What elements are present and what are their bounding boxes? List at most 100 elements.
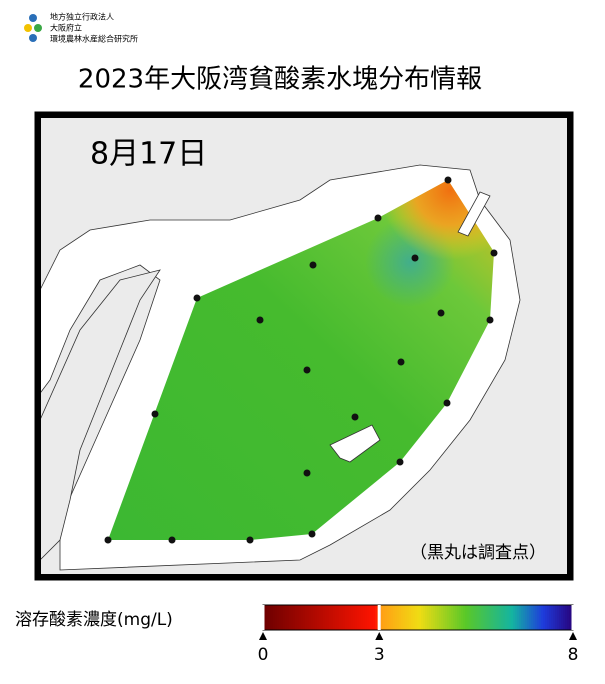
colorbar-slice [345,605,348,630]
colorbar-slice [347,605,350,630]
colorbar-slice [279,605,282,630]
colorbar-slice [393,605,396,630]
colorbar-slice [531,605,534,630]
colorbar-slice [341,605,344,630]
colorbar-slice [483,605,486,630]
colorbar-slice [415,605,418,630]
colorbar-slice [271,605,274,630]
colorbar-slice [291,605,294,630]
colorbar-slice [453,605,456,630]
colorbar-slice [427,605,430,630]
colorbar-slice [563,605,566,630]
colorbar-slice [555,605,558,630]
colorbar-tick-marker [259,632,267,640]
colorbar-slice [501,605,504,630]
colorbar-slice [503,605,506,630]
colorbar-slice [285,605,288,630]
colorbar-slice [295,605,298,630]
colorbar-slice [509,605,512,630]
colorbar-slice [485,605,488,630]
colorbar-slice [463,605,466,630]
colorbar-slice [317,605,320,630]
colorbar-slice [455,605,458,630]
colorbar-slice [287,605,290,630]
colorbar-slice [409,605,412,630]
colorbar-slice [429,605,432,630]
colorbar-slice [323,605,326,630]
colorbar-slice [309,605,312,630]
colorbar-slice [443,605,446,630]
logo [24,14,42,42]
colorbar-slice [335,605,338,630]
org-line: 環境農林水産総合研究所 [50,34,138,44]
colorbar-slice [381,605,384,630]
colorbar-slice [389,605,392,630]
colorbar-slice [507,605,510,630]
colorbar-slice [475,605,478,630]
title: 2023年大阪湾貧酸素水塊分布情報 [78,65,482,95]
colorbar-slice [387,605,390,630]
colorbar-slice [517,605,520,630]
colorbar-slice [515,605,518,630]
colorbar-slice [371,605,374,630]
colorbar-slice [277,605,280,630]
colorbar-slice [481,605,484,630]
colorbar-slice [559,605,562,630]
colorbar-slice [561,605,564,630]
colorbar-slice [401,605,404,630]
colorbar-slice [321,605,324,630]
colorbar-slice [539,605,542,630]
colorbar-slice [433,605,436,630]
colorbar-slice [373,605,376,630]
colorbar-tick-label: 3 [374,645,385,665]
colorbar-slice [361,605,364,630]
colorbar-slice [411,605,414,630]
colorbar: 0 3 8 [258,604,578,665]
colorbar-slice [419,605,422,630]
colorbar-slice [449,605,452,630]
colorbar-slice [439,605,442,630]
colorbar-slice [425,605,428,630]
colorbar-slice [269,605,272,630]
colorbar-slice [557,605,560,630]
colorbar-slice [265,605,268,630]
colorbar-slice [395,605,398,630]
colorbar-slice [293,605,296,630]
colorbar-slice [553,605,556,630]
colorbar-slice [523,605,526,630]
colorbar-slice [367,605,370,630]
colorbar-slice [489,605,492,630]
colorbar-slice [417,605,420,630]
colorbar-slice [495,605,498,630]
colorbar-slice [543,605,546,630]
colorbar-slice [333,605,336,630]
colorbar-slice [315,605,318,630]
colorbar-slice [441,605,444,630]
colorbar-slice [343,605,346,630]
colorbar-label: 溶存酸素濃度(mg/L) [15,610,173,630]
colorbar-slice [273,605,276,630]
colorbar-slice [569,605,572,630]
colorbar-slice [355,605,358,630]
colorbar-tick-label: 0 [258,645,269,665]
colorbar-slice [487,605,490,630]
colorbar-slice [303,605,306,630]
map-date: 8月17日 [90,137,207,172]
colorbar-slice [339,605,342,630]
colorbar-slice [319,605,322,630]
colorbar-slice [565,605,568,630]
colorbar-slice [435,605,438,630]
colorbar-slice [403,605,406,630]
colorbar-slice [547,605,550,630]
colorbar-slice [437,605,440,630]
colorbar-slice [363,605,366,630]
colorbar-slice [299,605,302,630]
colorbar-slice [365,605,368,630]
colorbar-slice [375,605,378,630]
colorbar-slice [359,605,362,630]
colorbar-slice [479,605,482,630]
colorbar-slice [301,605,304,630]
colorbar-slice [397,605,400,630]
colorbar-slice [491,605,494,630]
